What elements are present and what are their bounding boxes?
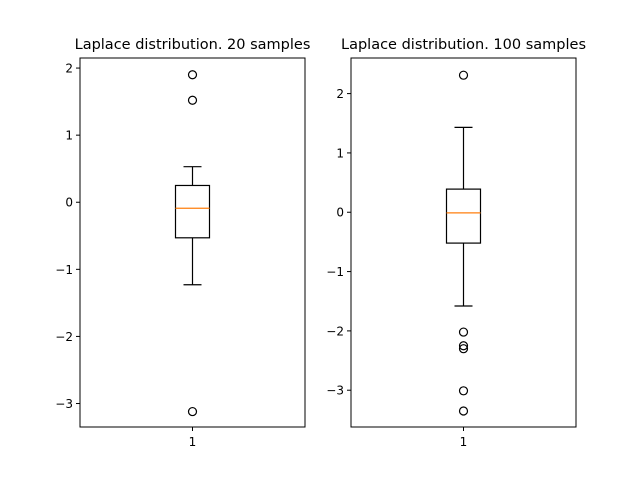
x-tick-label: 1 — [189, 435, 197, 449]
y-tick-label: 0 — [336, 206, 344, 220]
y-tick-label: −3 — [326, 384, 344, 398]
outlier-point — [458, 327, 469, 337]
outlier-point — [187, 70, 198, 80]
y-tick-label: −1 — [326, 265, 344, 279]
box-iqr — [174, 184, 211, 239]
outlier-point — [458, 341, 469, 351]
y-tick-label: −2 — [55, 330, 73, 344]
y-tick-label: −1 — [55, 263, 73, 277]
y-tick-label: 0 — [65, 196, 73, 210]
y-tick-label: 2 — [65, 62, 73, 76]
chart-title-left: Laplace distribution. 20 samples — [75, 37, 311, 53]
chart-title-right: Laplace distribution. 100 samples — [341, 37, 586, 53]
y-tick-label: −2 — [326, 324, 344, 338]
y-tick-label: 1 — [336, 146, 344, 160]
outlier-point — [458, 70, 469, 80]
box-iqr — [445, 188, 482, 244]
outlier-point — [187, 406, 198, 417]
y-tick-label: −3 — [55, 397, 73, 411]
y-tick-label: 2 — [336, 87, 344, 101]
outlier-point — [187, 95, 198, 105]
outlier-point — [458, 406, 469, 416]
plot-area-right: 2 1 0 −1 −2 −3 1 — [326, 57, 577, 449]
x-tick-label: 1 — [460, 435, 468, 449]
subplot-left: Laplace distribution. 20 samples 2 1 0 −1 −2… — [55, 37, 310, 449]
plot-area-left: 2 1 0 −1 −2 −3 1 — [55, 57, 306, 449]
outlier-point — [458, 344, 469, 354]
subplot-right: Laplace distribution. 100 samples 2 1 0 −1 −… — [326, 37, 586, 449]
y-tick-label: 1 — [65, 129, 73, 143]
outlier-point — [458, 386, 469, 396]
